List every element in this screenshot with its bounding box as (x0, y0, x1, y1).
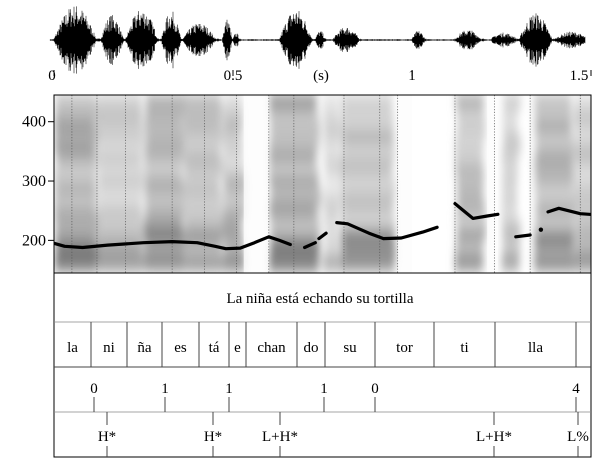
pitch-segment (546, 206, 591, 217)
tone-tier: H* H* L+H* L+H* L% (98, 412, 589, 457)
voicing-bar (143, 255, 183, 271)
silence-gap (397, 95, 412, 273)
break-index-tier: 0 1 1 1 0 4 (90, 381, 580, 412)
syllable-label: e (234, 340, 241, 356)
tone-label: H* (98, 429, 116, 445)
pitch-segment (514, 233, 532, 239)
tone-label: L+H* (476, 429, 512, 445)
pitch-segment (303, 241, 317, 250)
voicing-bar (222, 255, 244, 271)
pitch-segment (54, 235, 292, 251)
tone-label: L% (567, 429, 589, 445)
voicing-bar (182, 255, 223, 271)
voicing-bar (340, 255, 395, 271)
tiers-frame (53, 272, 592, 458)
syllable-tier: la ni ña es tá e chan do su tor ti lla (67, 322, 577, 367)
voicing-bar (454, 255, 484, 271)
annotation-tiers: La niña está echando su tortilla la ni ña e… (53, 272, 592, 458)
waveform (49, 6, 586, 74)
tone-label: L+H* (262, 429, 298, 445)
time-unit-label: (s) (313, 68, 329, 84)
break-index-label: 1 (225, 381, 233, 397)
syllable-label: tá (209, 340, 220, 356)
pitch-point (538, 227, 544, 232)
spectrogram-band (183, 95, 221, 112)
voicing-bar (268, 255, 319, 271)
spectrogram-band (574, 95, 591, 112)
frequency-axis: 200 300 400 (22, 114, 54, 249)
voicing-bar (54, 255, 97, 271)
spectrogram-band (97, 95, 142, 112)
syllable-label: ni (103, 340, 115, 356)
sentence-label: La niña está echando su tortilla (226, 291, 413, 307)
spectrogram-band (503, 95, 521, 112)
voicing-bar (322, 255, 341, 271)
time-tick-label: 0.5 (224, 68, 243, 84)
spectrogram-band (455, 95, 484, 112)
frequency-tick-label: 200 (22, 232, 46, 249)
syllable-label: su (343, 340, 357, 356)
syllable-label: la (67, 340, 78, 356)
silence-gap (487, 95, 498, 273)
spectrogram-band (534, 95, 571, 112)
time-tick-label: 0 (48, 68, 56, 84)
pitch-contour (54, 202, 591, 251)
time-tick-label: 1.5 (570, 68, 589, 84)
tone-label: H* (204, 429, 222, 445)
break-index-label: 0 (90, 381, 98, 397)
syllable-label: ti (460, 340, 468, 356)
break-index-label: 0 (371, 381, 379, 397)
break-index-label: 1 (161, 381, 169, 397)
syllable-label: do (304, 340, 319, 356)
spectrogram-band (322, 95, 341, 112)
time-tick-label: 1 (408, 68, 416, 84)
syllable-label: chan (257, 340, 286, 356)
voicing-bar (533, 255, 574, 271)
voicing-bar (573, 255, 591, 271)
syllable-label: lla (528, 340, 543, 356)
syllable-label: ña (137, 340, 152, 356)
time-axis: 0 0.5 1 1.5 (48, 68, 592, 84)
break-index-label: 4 (572, 381, 580, 397)
frequency-tick-label: 300 (22, 173, 46, 190)
pitch-segment (453, 202, 500, 220)
spectrogram-band (269, 95, 317, 112)
spectrogram-band (224, 95, 242, 112)
spectrogram-panel: 200 300 400 (22, 94, 592, 274)
break-index-label: 1 (320, 381, 328, 397)
voicing-bar (501, 255, 520, 271)
syllable-label: tor (396, 340, 413, 356)
pitch-segment (317, 231, 328, 241)
voicing-bar (96, 255, 144, 271)
spectrogram-energy (54, 95, 591, 272)
waveform-panel: 0 0.5 1 1.5 (s) (48, 6, 592, 84)
frequency-tick-label: 400 (22, 114, 46, 131)
spectrogram-band (341, 95, 393, 112)
spectrogram-band (145, 95, 186, 112)
pitch-segment (335, 221, 439, 241)
syllable-label: es (174, 340, 187, 356)
spectrogram-band (55, 95, 96, 112)
